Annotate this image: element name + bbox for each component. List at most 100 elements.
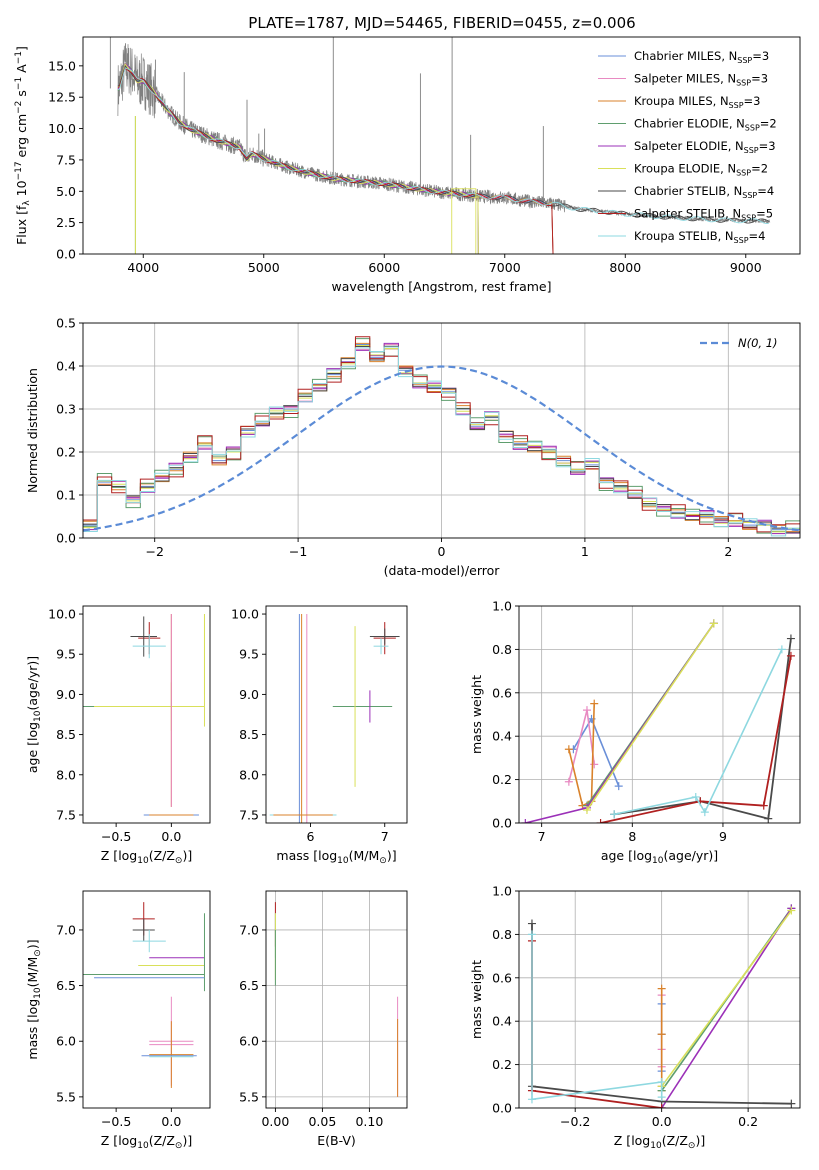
errorbar-point <box>132 929 166 953</box>
model-chabrier-miles <box>117 65 554 254</box>
weight-line-chabrier-miles <box>572 717 620 787</box>
y-tick-label: 0.4 <box>492 1014 512 1029</box>
y-tick-label: 0.4 <box>492 729 512 744</box>
legend-entry: Chabrier ELODIE, NSSP=2 <box>634 117 777 133</box>
y-tick-label: 12.5 <box>48 90 76 105</box>
y-tick-label: 8.5 <box>239 727 259 742</box>
x-tick-label: 7 <box>381 829 389 844</box>
weight-marker <box>657 1093 666 1102</box>
y-tick-label: 9.5 <box>56 647 76 662</box>
errorbar-point <box>149 1021 194 1088</box>
legend-entry: Kroupa ELODIE, NSSP=2 <box>634 162 768 178</box>
x-tick-label: 8 <box>628 829 636 844</box>
model-salpeter-stelib <box>117 67 554 254</box>
legend-entry: Chabrier STELIB, NSSP=4 <box>634 184 774 200</box>
y-tick-label: 10.0 <box>231 607 259 622</box>
axes-mass-vs-z: −0.5 0.0 5.5 6.0 6.5 7.0 Z [log10​(Z/Z⊙​)] mass… <box>25 890 211 1151</box>
weight-marker <box>596 819 605 823</box>
x-tick-label: 0.0 <box>161 1114 181 1129</box>
y-tick-label: 10.0 <box>48 121 76 136</box>
x-tick-label: 0.05 <box>308 1114 336 1129</box>
weight-marker <box>610 810 619 819</box>
x-tick-label: 0.0 <box>161 829 181 844</box>
model-chabrier-elodie <box>117 64 479 254</box>
y-tick-label: 6.5 <box>239 978 259 993</box>
weight-line-chabrier-stelib <box>614 638 792 820</box>
weight-marker <box>787 906 796 915</box>
y-axis-label: mass weight <box>469 675 484 754</box>
x-axis-label: Z [log10​(Z/Z⊙​)] <box>101 848 192 866</box>
plot-area-mass-vs-ebv <box>266 891 407 1108</box>
y-axis-label: mass weight <box>469 960 484 1039</box>
model-chabrier-stelib <box>117 65 769 224</box>
axes-frame <box>82 36 801 255</box>
x-tick-label: 0.00 <box>261 1114 289 1129</box>
y-tick-label: 0.2 <box>56 445 76 460</box>
errorbar-point <box>132 634 166 659</box>
model-salpeter-miles <box>117 67 554 254</box>
weight-marker <box>657 1104 666 1108</box>
x-tick-label: 1 <box>581 544 589 559</box>
model-kroupa-elodie <box>117 63 479 254</box>
plot-area-spectrum <box>109 37 771 254</box>
figure-layer: 4000 5000 6000 7000 8000 90000.02.55.07.510.0… <box>14 36 801 1151</box>
y-tick-label: 0.5 <box>56 316 76 331</box>
y-tick-label: 5.5 <box>239 1089 259 1104</box>
hist-kroupa-stelib <box>83 346 800 537</box>
x-tick-label: 7 <box>538 829 546 844</box>
weight-marker <box>657 984 666 993</box>
weight-line-salpeter-stelib <box>531 940 662 1108</box>
x-axis-label: (data-model)/error <box>384 563 501 578</box>
y-tick-label: 0.0 <box>492 1101 512 1116</box>
x-tick-label: 6000 <box>368 260 400 275</box>
weight-marker <box>657 1077 666 1086</box>
y-tick-label: 9.0 <box>56 687 76 702</box>
x-tick-label: −2 <box>145 544 163 559</box>
x-tick-label: −1 <box>289 544 307 559</box>
axes-weight-vs-age: 7 8 9 0.0 0.2 0.4 0.6 0.8 1.0 age [log10​(age/yr)… <box>469 599 801 866</box>
x-tick-label: 5000 <box>248 260 280 275</box>
x-tick-label: 0 <box>438 544 446 559</box>
weight-marker <box>521 819 530 823</box>
x-tick-label: 0.0 <box>652 1114 672 1129</box>
axes-age-vs-z: −0.5 0.0 7.5 8.0 8.5 9.0 9.5 10.0 Z [log10​(Z/Z⊙… <box>25 605 211 866</box>
y-tick-label: 0.1 <box>56 488 76 503</box>
y-tick-label: 7.0 <box>56 922 76 937</box>
weight-marker <box>657 1030 666 1039</box>
axes-residual-hist: −2 −1 0 1 2 0.0 0.1 0.2 0.3 0.4 0.5 (data-model)/er… <box>25 316 801 578</box>
y-tick-label: 0.0 <box>56 247 76 262</box>
axes-frame <box>82 890 211 1109</box>
weight-marker <box>787 1099 796 1108</box>
y-tick-label: 6.0 <box>56 1034 76 1049</box>
axes-weight-vs-z: −0.2 0.0 0.2 0.0 0.2 0.4 0.6 0.8 1.0 Z [log10​(Z/… <box>469 884 801 1151</box>
x-axis-label: Z [log10​(Z/Z⊙​)] <box>101 1133 192 1151</box>
plot-area-mass-vs-z <box>83 902 205 1088</box>
weight-marker <box>764 814 773 823</box>
axes-frame <box>265 890 408 1109</box>
y-tick-label: 7.5 <box>239 807 259 822</box>
x-tick-label: 0.10 <box>355 1114 383 1129</box>
plot-area-age-vs-z <box>83 614 205 816</box>
y-tick-label: 6.0 <box>239 1034 259 1049</box>
legend-entry: Salpeter MILES, NSSP=3 <box>634 72 768 88</box>
y-tick-label: 0.2 <box>492 772 512 787</box>
weight-marker <box>700 808 709 817</box>
x-axis-label: mass [log10​(M/M⊙​)] <box>276 848 396 866</box>
weight-line-kroupa-elodie <box>661 910 793 1087</box>
y-tick-label: 1.0 <box>492 884 512 899</box>
weight-marker <box>582 805 591 814</box>
y-tick-label: 0.6 <box>492 970 512 985</box>
weight-marker <box>614 782 623 791</box>
weight-marker <box>590 760 599 769</box>
y-tick-label: 8.0 <box>239 767 259 782</box>
y-tick-label: 2.5 <box>56 215 76 230</box>
y-tick-label: 6.5 <box>56 978 76 993</box>
x-tick-label: 9000 <box>730 260 762 275</box>
weight-line-kroupa-elodie <box>586 622 715 811</box>
x-tick-label: 8000 <box>609 260 641 275</box>
y-tick-label: 0.4 <box>56 359 76 374</box>
x-tick-label: 6 <box>307 829 315 844</box>
weight-line-kroupa-stelib <box>531 934 663 1101</box>
y-tick-label: 7.5 <box>56 152 76 167</box>
